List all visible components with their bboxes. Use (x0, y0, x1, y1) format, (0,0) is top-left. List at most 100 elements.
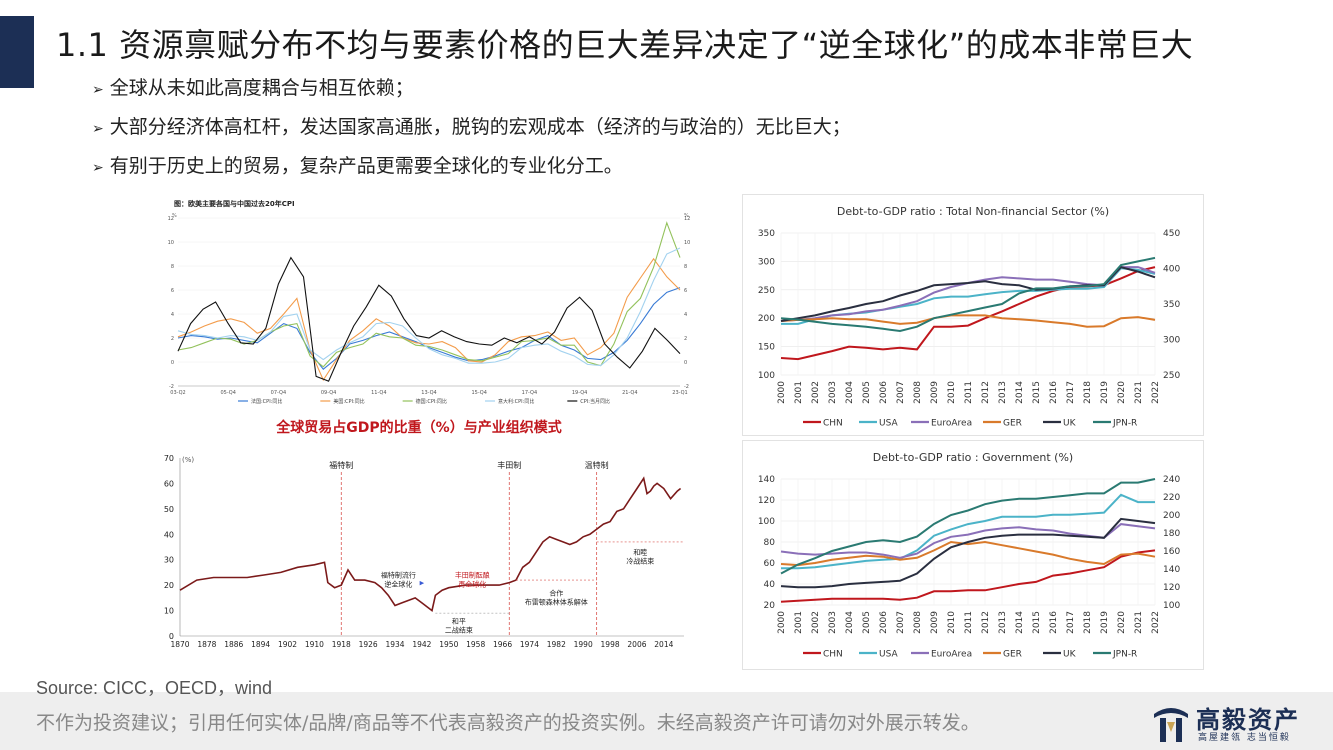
y-tick-label: 30 (164, 556, 174, 565)
series-line-usa (781, 493, 1155, 570)
y-tick-label-right: 100 (1163, 601, 1180, 611)
y-tick-label: 100 (758, 371, 775, 381)
series-line-ger (780, 540, 1156, 567)
x-tick-label: 2019 (1100, 611, 1110, 634)
x-tick-label: 23-Q1 (672, 390, 687, 396)
logo-name: 高毅资产 (1196, 706, 1300, 734)
era-note: 冷战结束 (626, 557, 654, 566)
y-tick-label-right: 160 (1163, 547, 1180, 557)
x-tick-label: 1918 (332, 640, 351, 649)
x-tick-label: 2006 (879, 611, 889, 634)
y-tick-label-right: 2 (684, 336, 687, 342)
x-tick-label: 2007 (896, 611, 906, 634)
x-tick-label: 2015 (1032, 611, 1042, 634)
x-tick-label: 1910 (305, 640, 324, 649)
y-tick-label: 120 (758, 496, 775, 506)
legend-label: UK (1063, 419, 1077, 429)
x-tick-label: 1878 (197, 640, 216, 649)
arrow-bullet-icon: ➢ (92, 82, 104, 98)
bullet-item: ➢ 有别于历史上的贸易，复杂产品更需要全球化的专业化分工。 (92, 148, 851, 187)
y-tick-label: 60 (764, 559, 776, 569)
x-tick-label: 05-Q4 (220, 390, 235, 396)
y-tick-label-right: 220 (1163, 493, 1180, 503)
x-tick-label: 2011 (964, 381, 974, 404)
x-tick-label: 1998 (601, 640, 620, 649)
y-tick-label-right: 8 (684, 264, 687, 270)
x-tick-label: 2012 (981, 381, 991, 404)
x-tick-label: 2009 (930, 611, 940, 634)
x-tick-label: 1886 (224, 640, 243, 649)
series-line (177, 247, 681, 367)
y-tick-label: 50 (164, 505, 174, 514)
series-line (177, 256, 681, 382)
y-tick-label-right: 120 (1163, 583, 1180, 593)
y-tick-label-right: 350 (1163, 300, 1180, 310)
chart-title: 图：欧美主要各国与中国过去20年CPI (174, 199, 295, 208)
era-label: 丰田制 (497, 460, 521, 470)
y-tick-label-right: 0 (684, 360, 687, 366)
x-tick-label: 2003 (828, 611, 838, 634)
x-tick-label: 2002 (811, 611, 821, 634)
bullet-list: ➢ 全球从未如此高度耦合与相互依赖； ➢ 大部分经济体高杠杆，发达国家高通胀，脱钩的… (92, 70, 851, 187)
legend-label: USA (879, 650, 898, 660)
x-tick-label: 1966 (493, 640, 512, 649)
y-tick-label: 140 (758, 475, 775, 485)
cpi-chart: 图：欧美主要各国与中国过去20年CPI% % -2 -2 0 0 2 2 4 4 6 6 8 8 10 10 1… (168, 199, 691, 405)
x-tick-label: 13-Q4 (421, 390, 436, 396)
x-tick-label: 2010 (947, 611, 957, 634)
y-tick-label: 350 (758, 229, 775, 239)
x-tick-label: 2004 (845, 611, 855, 634)
legend-label: CHN (823, 419, 843, 429)
bullet-text: 全球从未如此高度耦合与相互依赖； (109, 77, 414, 99)
trade-share-line (179, 476, 682, 612)
x-tick-label: 07-Q4 (271, 390, 286, 396)
era-note: 丰田制酝酿 (455, 571, 490, 580)
bullet-text: 大部分经济体高杠杆，发达国家高通胀，脱钩的宏观成本（经济的与政治的）无比巨大； (109, 116, 851, 138)
x-tick-label: 1942 (412, 640, 431, 649)
chart-title: Debt-to-GDP ratio : Total Non-financial … (837, 205, 1109, 218)
arrow-bullet-icon: ➢ (92, 121, 104, 137)
legend-label: JPN-R (1112, 419, 1137, 429)
era-note: 和平 (452, 616, 466, 625)
title-accent-bar (0, 16, 34, 88)
x-tick-label: 2010 (947, 381, 957, 404)
x-tick-label: 2022 (1151, 381, 1161, 404)
x-tick-label: 2015 (1032, 381, 1042, 404)
legend-label: EuroArea (931, 650, 972, 660)
era-label: 温特制 (585, 460, 609, 470)
series-line-uk (780, 517, 1156, 589)
x-tick-label: 2020 (1117, 611, 1127, 634)
y-tick-label: 0 (169, 632, 174, 641)
series-line-jpn-r (780, 256, 1156, 333)
x-tick-label: 2013 (998, 381, 1008, 404)
legend-label: USA (879, 419, 898, 429)
y-tick-label-right: -2 (684, 384, 689, 390)
y-tick-label: 20 (764, 601, 776, 611)
x-tick-label: 2005 (862, 381, 872, 404)
total-debt-chart: Debt-to-GDP ratio : Total Non-financial … (758, 205, 1181, 429)
series-line (177, 287, 681, 370)
y-tick-label: 60 (164, 479, 174, 488)
x-tick-label: 2019 (1100, 381, 1110, 404)
x-tick-label: 2018 (1083, 611, 1093, 634)
series-line-jpn-r (780, 478, 1156, 575)
series-line-ger (780, 314, 1156, 328)
x-tick-label: 2021 (1134, 611, 1144, 634)
y-tick-label: 40 (764, 580, 776, 590)
era-note: 二战结束 (445, 625, 473, 634)
x-tick-label: 17-Q4 (522, 390, 537, 396)
bullet-item: ➢ 大部分经济体高杠杆，发达国家高通胀，脱钩的宏观成本（经济的与政治的）无比巨大； (92, 109, 851, 148)
disclaimer: 不作为投资建议；引用任何实体/品牌/商品等不代表高毅资产的投资实例。未经高毅资产… (36, 712, 980, 734)
logo-tagline: 高屋建瓴 志当恒毅 (1198, 733, 1291, 743)
era-note: 布雷顿森林体系解体 (525, 597, 588, 606)
x-tick-label: 2008 (913, 611, 923, 634)
chart-title: Debt-to-GDP ratio : Government (%) (873, 451, 1073, 464)
x-tick-label: 2004 (845, 381, 855, 404)
x-tick-label: 1926 (359, 640, 378, 649)
y-tick-label: 0 (171, 360, 174, 366)
y-tick-label-right: 6 (684, 288, 687, 294)
y-tick-label: 4 (171, 312, 174, 318)
x-tick-label: 1934 (385, 640, 404, 649)
y-tick-label-right: 300 (1163, 336, 1180, 346)
y-tick-label: 10 (164, 607, 174, 616)
